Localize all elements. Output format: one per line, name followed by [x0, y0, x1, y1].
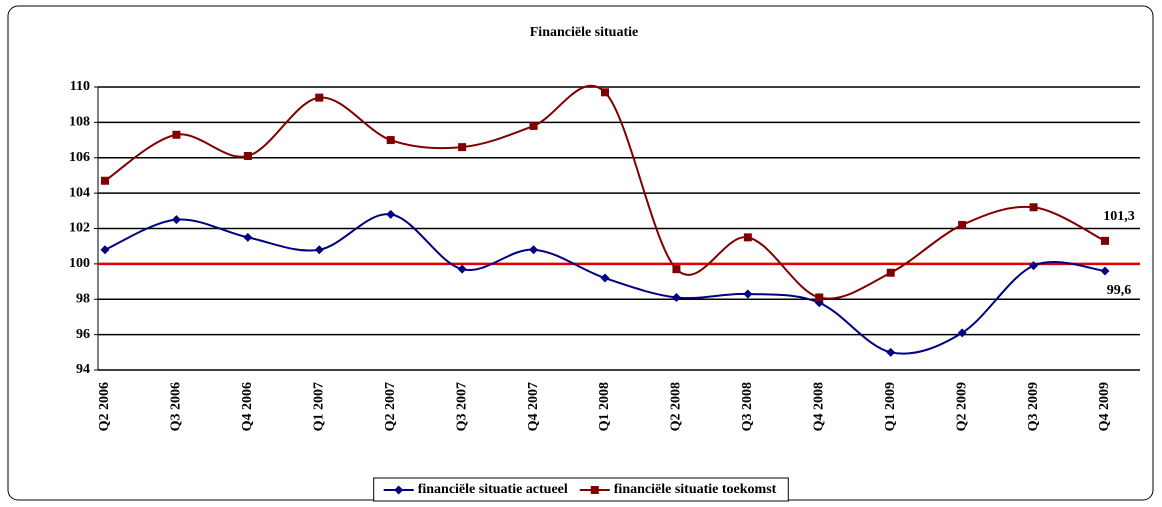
- point-marker: [1029, 261, 1039, 271]
- x-tick-label: Q4 2007: [526, 382, 541, 431]
- point-marker: [957, 328, 967, 338]
- y-tick-label: 110: [70, 79, 90, 94]
- series-line: [104, 84, 1106, 300]
- point-marker: [886, 268, 895, 277]
- point-marker: [243, 232, 253, 242]
- point-marker: [815, 293, 824, 302]
- x-tick-label: Q4 2006: [240, 382, 255, 431]
- point-marker: [671, 292, 681, 302]
- x-tick-label: Q1 2007: [312, 382, 327, 431]
- point-marker: [600, 273, 610, 283]
- point-marker: [458, 143, 467, 152]
- point-marker: [1101, 236, 1109, 245]
- x-tick-label: Q3 2008: [740, 382, 755, 431]
- x-tick-label: Q3 2009: [1026, 382, 1041, 431]
- point-marker: [958, 220, 967, 229]
- point-marker: [1029, 203, 1038, 212]
- point-marker: [315, 93, 324, 102]
- y-tick-label: 106: [69, 150, 90, 165]
- point-marker: [314, 245, 324, 255]
- y-tick-label: 100: [69, 256, 90, 271]
- chart-title: Financiële situatie: [530, 25, 639, 40]
- y-tick-label: 104: [69, 185, 90, 200]
- y-tick-label: 96: [76, 327, 90, 342]
- point-marker: [743, 289, 753, 299]
- legend-label: financiële situatie actueel: [418, 482, 568, 497]
- x-tick-label: Q2 2007: [383, 382, 398, 431]
- point-marker: [457, 264, 467, 274]
- data-label: 101,3: [1103, 209, 1135, 224]
- x-tick-label: Q4 2008: [812, 382, 827, 431]
- y-tick-label: 108: [69, 115, 90, 130]
- point-marker: [1100, 266, 1110, 276]
- y-tick-label: 98: [76, 291, 90, 306]
- point-marker: [529, 245, 539, 255]
- legend: financiële situatie actueel financiële si…: [373, 477, 789, 502]
- point-marker: [601, 88, 609, 97]
- point-marker: [171, 215, 181, 225]
- legend-label: financiële situatie toekomst: [614, 482, 777, 497]
- point-marker: [886, 347, 896, 357]
- point-marker: [172, 130, 181, 139]
- x-tick-label: Q3 2006: [169, 382, 184, 431]
- x-tick-label: Q2 2009: [954, 382, 969, 431]
- point-marker: [672, 265, 681, 274]
- x-tick-label: Q1 2009: [883, 382, 898, 431]
- y-tick-label: 94: [76, 362, 90, 377]
- point-marker: [386, 209, 396, 219]
- point-marker: [243, 151, 252, 160]
- x-tick-label: Q3 2007: [454, 382, 469, 431]
- point-marker: [394, 485, 404, 495]
- y-tick-label: 102: [69, 221, 90, 236]
- x-tick-label: Q1 2008: [597, 382, 612, 431]
- x-tick-label: Q2 2006: [97, 382, 112, 431]
- data-label: 99,6: [1107, 283, 1132, 298]
- point-marker: [101, 176, 109, 185]
- x-tick-label: Q4 2009: [1097, 382, 1112, 431]
- point-marker: [743, 233, 752, 242]
- x-tick-label: Q2 2008: [669, 382, 684, 431]
- point-marker: [386, 136, 395, 145]
- point-marker: [100, 245, 110, 255]
- point-marker: [529, 121, 538, 130]
- point-marker: [590, 486, 599, 494]
